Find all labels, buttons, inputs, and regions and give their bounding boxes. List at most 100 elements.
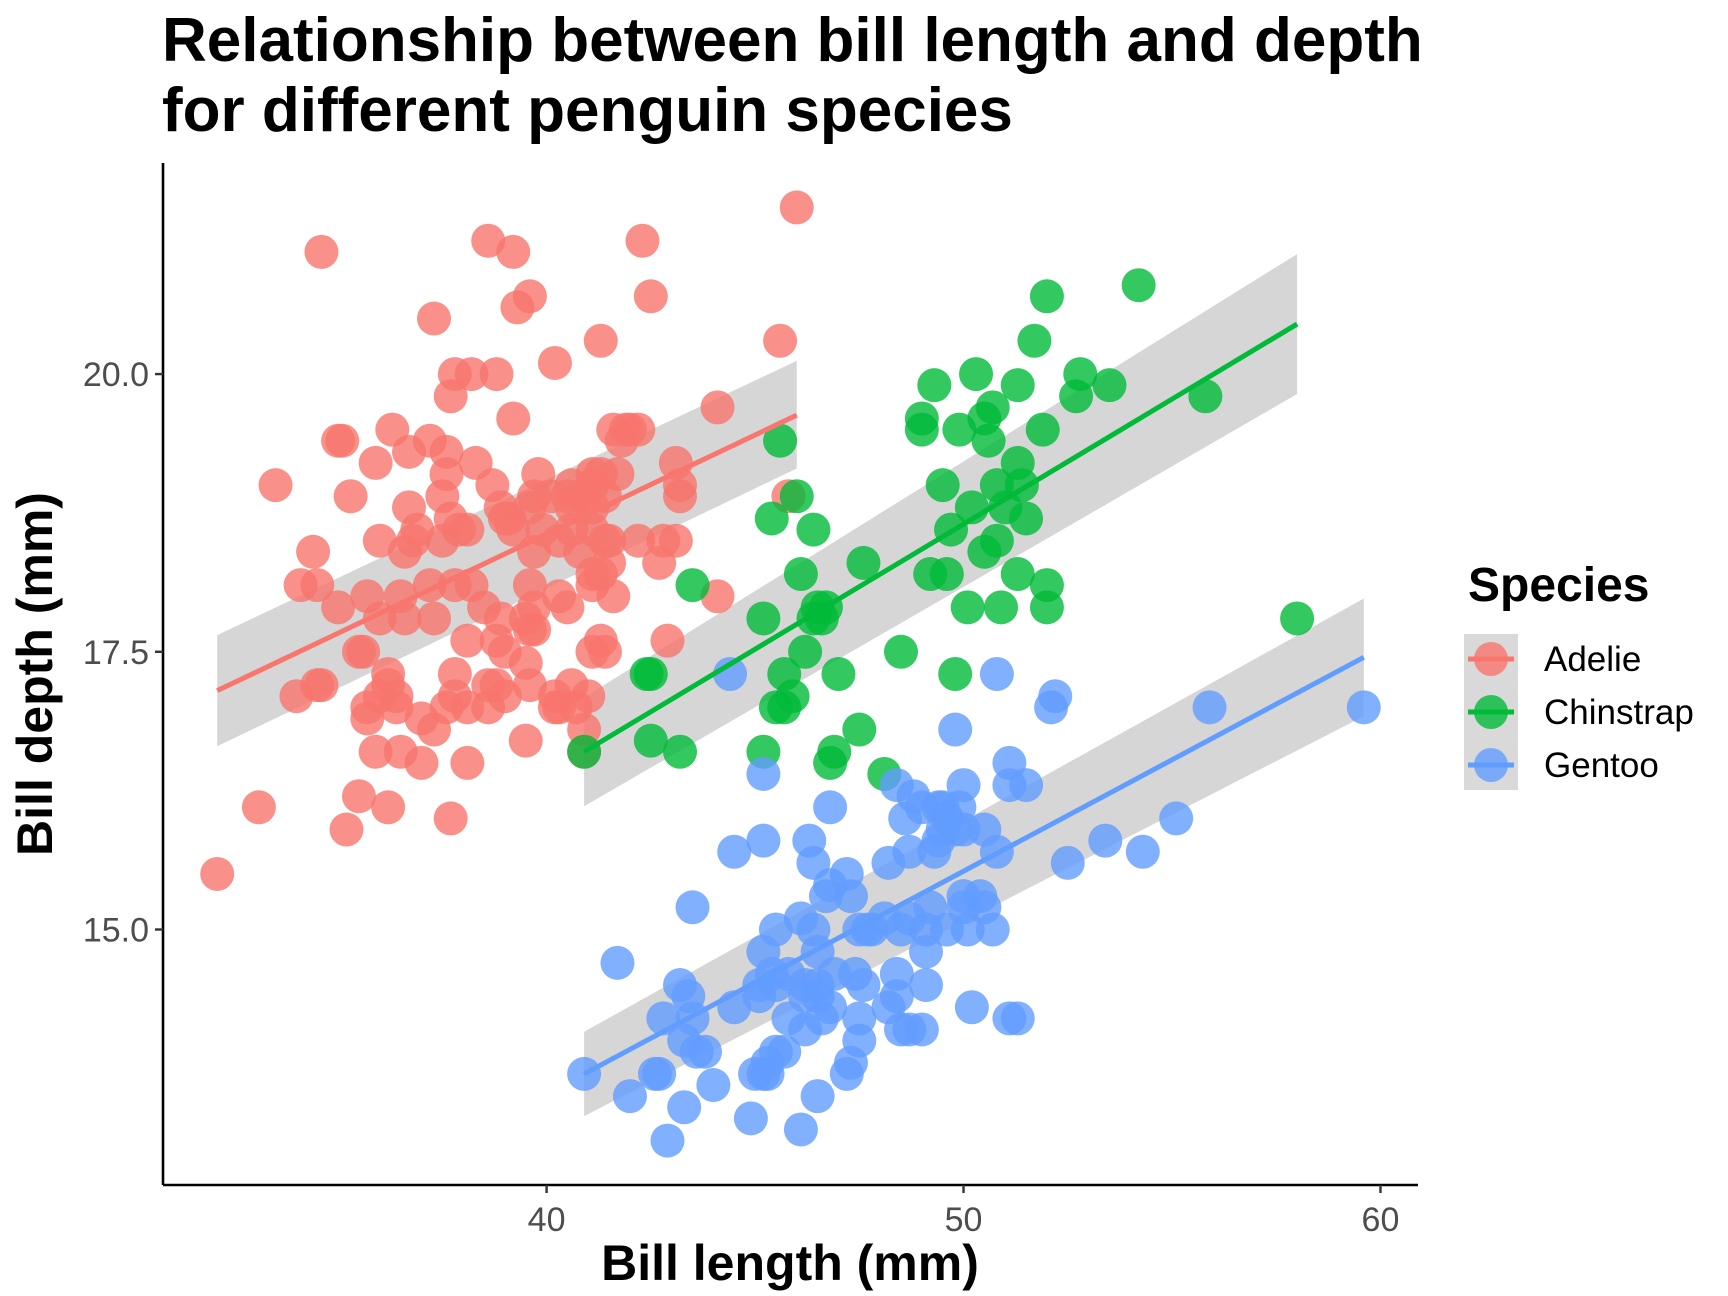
adelie-point	[700, 390, 735, 425]
adelie-point	[600, 457, 635, 492]
gentoo-point	[696, 1068, 731, 1103]
chart-title-line-1: Relationship between bill length and dep…	[162, 6, 1423, 75]
gentoo-point	[783, 1112, 818, 1147]
chinstrap-point	[783, 557, 818, 592]
adelie-point	[454, 357, 489, 392]
adelie-point	[512, 279, 547, 314]
adelie-point	[587, 634, 622, 669]
chinstrap-point	[1029, 568, 1064, 603]
gentoo-point	[954, 990, 989, 1025]
y-axis-title: Bill depth (mm)	[7, 492, 63, 856]
chinstrap-point	[633, 723, 668, 758]
y-tick-label: 17.5	[83, 634, 149, 672]
adelie-point	[379, 679, 414, 714]
chinstrap-point	[779, 479, 814, 514]
x-tick-label: 50	[945, 1201, 983, 1239]
chinstrap-point	[883, 634, 918, 669]
gentoo-point	[879, 956, 914, 991]
chinstrap-point	[929, 557, 964, 592]
chart-title-line-2: for different penguin species	[162, 76, 1013, 145]
gentoo-point	[667, 1090, 702, 1125]
legend-items: Adelie Chinstrap Gentoo	[1464, 634, 1694, 790]
adelie-point	[417, 601, 452, 636]
adelie-point	[633, 279, 668, 314]
chinstrap-point	[633, 657, 668, 691]
gentoo-trend-line	[582, 655, 1365, 1077]
adelie-point	[429, 434, 464, 469]
adelie-point	[779, 190, 814, 225]
gentoo-point	[800, 1079, 835, 1114]
chinstrap-point	[788, 634, 823, 669]
chinstrap-point	[842, 712, 877, 747]
gentoo-point	[846, 968, 881, 1003]
adelie-point	[241, 790, 276, 825]
chinstrap-point	[984, 590, 1019, 625]
adelie-point	[479, 357, 514, 392]
gentoo-point	[1192, 690, 1227, 725]
chinstrap-point	[1188, 379, 1223, 414]
chinstrap-point	[663, 734, 698, 769]
adelie-point	[663, 479, 698, 514]
gentoo-point	[650, 1123, 685, 1158]
chinstrap-point	[938, 657, 973, 691]
trend-lines	[216, 321, 1365, 1077]
adelie-point	[450, 623, 485, 658]
gentoo-point	[1159, 801, 1194, 836]
chinstrap-point	[950, 590, 985, 625]
adelie-point	[496, 234, 531, 269]
gentoo-point	[746, 823, 781, 858]
adelie-point	[325, 423, 360, 458]
gentoo-point	[813, 990, 848, 1025]
x-tick-label: 40	[528, 1201, 566, 1239]
gentoo-point	[842, 1001, 877, 1036]
gentoo-point	[1050, 845, 1085, 880]
adelie-point	[550, 590, 585, 625]
adelie-point	[450, 512, 485, 547]
adelie-point	[304, 234, 339, 269]
x-axis-title: Bill length (mm)	[601, 1235, 979, 1291]
gentoo-point	[746, 756, 781, 791]
adelie-point	[321, 590, 356, 625]
gentoo-point	[813, 790, 848, 825]
chinstrap-point	[917, 368, 952, 403]
adelie-point	[341, 779, 376, 814]
gentoo-point	[688, 1034, 723, 1069]
adelie-point	[358, 445, 393, 480]
chinstrap-point	[1025, 412, 1060, 447]
y-tick-label: 20.0	[83, 356, 149, 394]
y-tick-label: 15.0	[83, 912, 149, 950]
adelie-point	[625, 223, 660, 258]
adelie-point	[346, 634, 381, 669]
gentoo-point	[1125, 834, 1160, 869]
gentoo-point	[1088, 823, 1123, 858]
chinstrap-point	[846, 545, 881, 580]
legend-title: Species	[1468, 559, 1649, 612]
data-points	[200, 190, 1381, 1158]
adelie-point	[450, 745, 485, 780]
adelie-point	[404, 745, 439, 780]
chinstrap-point	[754, 501, 789, 536]
adelie-point	[417, 301, 452, 336]
adelie-point	[437, 657, 472, 691]
gentoo-point	[904, 1012, 939, 1047]
adelie-point	[371, 790, 406, 825]
adelie-point	[763, 323, 798, 358]
adelie-point	[537, 345, 572, 380]
chinstrap-point	[1009, 501, 1044, 536]
adelie-point	[300, 568, 335, 603]
gentoo-point	[833, 879, 868, 914]
legend: Species Adelie Chinstrap Gentoo	[1464, 559, 1694, 790]
chinstrap-point	[1063, 357, 1098, 392]
chinstrap-point	[817, 734, 852, 769]
chinstrap-point	[975, 390, 1010, 425]
adelie-point	[333, 479, 368, 514]
gentoo-point	[1000, 1001, 1035, 1036]
chinstrap-point	[1121, 268, 1156, 303]
adelie-point	[200, 856, 235, 891]
adelie-point	[621, 412, 656, 447]
gentoo-point	[1038, 679, 1073, 714]
gentoo-point	[938, 712, 973, 747]
chinstrap-trend-line	[582, 321, 1299, 754]
gentoo-point	[979, 657, 1014, 691]
adelie-point	[358, 734, 393, 769]
